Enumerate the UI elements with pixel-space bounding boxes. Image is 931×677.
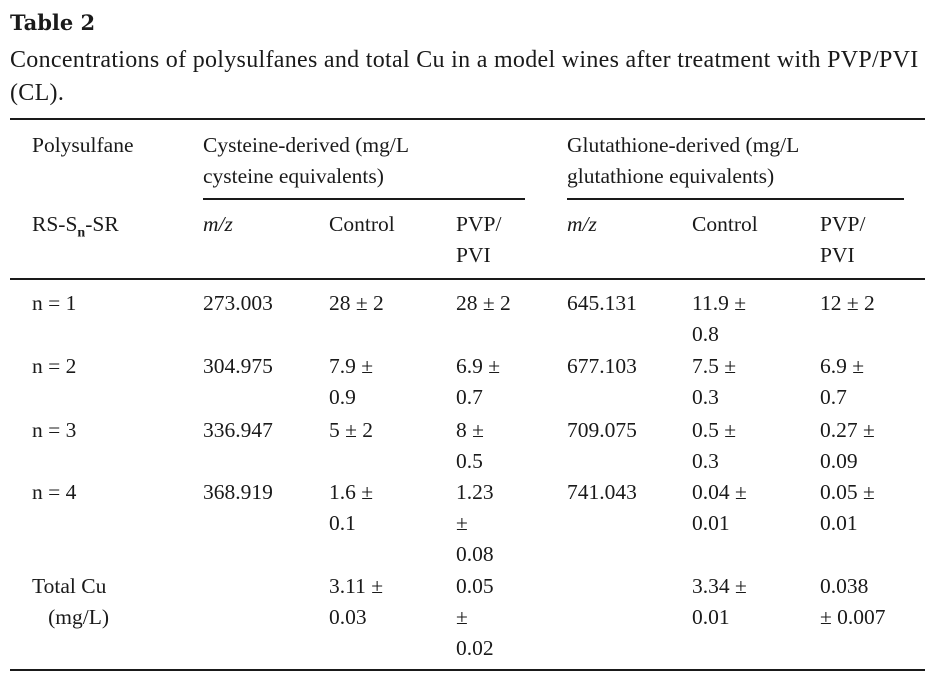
- cys-control: 7.9 ± 0.9: [329, 354, 374, 409]
- header-rule: [10, 278, 925, 280]
- glu-mz: 741.043: [567, 480, 637, 504]
- cys-pvp: 0.05 ± 0.02: [456, 574, 494, 660]
- cys-control: 1.6 ± 0.1: [329, 480, 374, 535]
- glu-control: 11.9 ± 0.8: [692, 291, 747, 346]
- glu-pvp: 12 ± 2: [820, 291, 875, 315]
- header-cys-pvp: PVP/ PVI: [456, 212, 502, 267]
- glu-pvp: 0.05 ± 0.01: [820, 480, 875, 535]
- cys-control: 5 ± 2: [329, 418, 374, 442]
- row-label: n = 2: [32, 354, 77, 378]
- cys-control: 3.11 ± 0.03: [329, 574, 384, 629]
- row-label: Total Cu (mg/L): [32, 574, 110, 629]
- table-caption: Concentrations of polysulfanes and total…: [10, 47, 919, 106]
- row-label: n = 3: [32, 418, 77, 442]
- row-label: n = 1: [32, 291, 77, 315]
- cys-mz: 304.975: [203, 354, 273, 378]
- glu-mz: 677.103: [567, 354, 637, 378]
- top-rule: [10, 118, 925, 120]
- bottom-rule: [10, 669, 925, 671]
- glu-control: 3.34 ± 0.01: [692, 574, 747, 629]
- header-cysteine-group: Cysteine-derived (mg/L cysteine equivale…: [203, 133, 409, 188]
- header-glu-mz: m/z: [567, 212, 597, 236]
- cysteine-group-rule: [203, 198, 525, 200]
- cys-control: 28 ± 2: [329, 291, 384, 315]
- glu-control: 0.04 ± 0.01: [692, 480, 747, 535]
- table-label: Table 2: [10, 10, 96, 35]
- cys-pvp: 6.9 ± 0.7: [456, 354, 501, 409]
- header-glu-control: Control: [692, 212, 758, 236]
- cys-mz: 368.919: [203, 480, 273, 504]
- header-cys-mz: m/z: [203, 212, 233, 236]
- cys-mz: 273.003: [203, 291, 273, 315]
- glutathione-group-rule: [567, 198, 904, 200]
- glu-mz: 709.075: [567, 418, 637, 442]
- header-glu-pvp: PVP/ PVI: [820, 212, 866, 267]
- glu-mz: 645.131: [567, 291, 637, 315]
- cys-pvp: 28 ± 2: [456, 291, 511, 315]
- glu-pvp: 0.27 ± 0.09: [820, 418, 875, 473]
- glu-pvp: 6.9 ± 0.7: [820, 354, 865, 409]
- header-glutathione-group: Glutathione-derived (mg/L glutathione eq…: [567, 133, 800, 188]
- row-label: n = 4: [32, 480, 77, 504]
- glu-pvp: 0.038 ± 0.007: [820, 574, 886, 629]
- header-polysulfane: Polysulfane: [32, 133, 134, 157]
- glu-control: 0.5 ± 0.3: [692, 418, 737, 473]
- glu-control: 7.5 ± 0.3: [692, 354, 737, 409]
- cys-mz: 336.947: [203, 418, 273, 442]
- header-cys-control: Control: [329, 212, 395, 236]
- cys-pvp: 1.23 ± 0.08: [456, 480, 494, 566]
- header-rs-sn-sr: RS-Sn-SR: [32, 212, 119, 241]
- cys-pvp: 8 ± 0.5: [456, 418, 484, 473]
